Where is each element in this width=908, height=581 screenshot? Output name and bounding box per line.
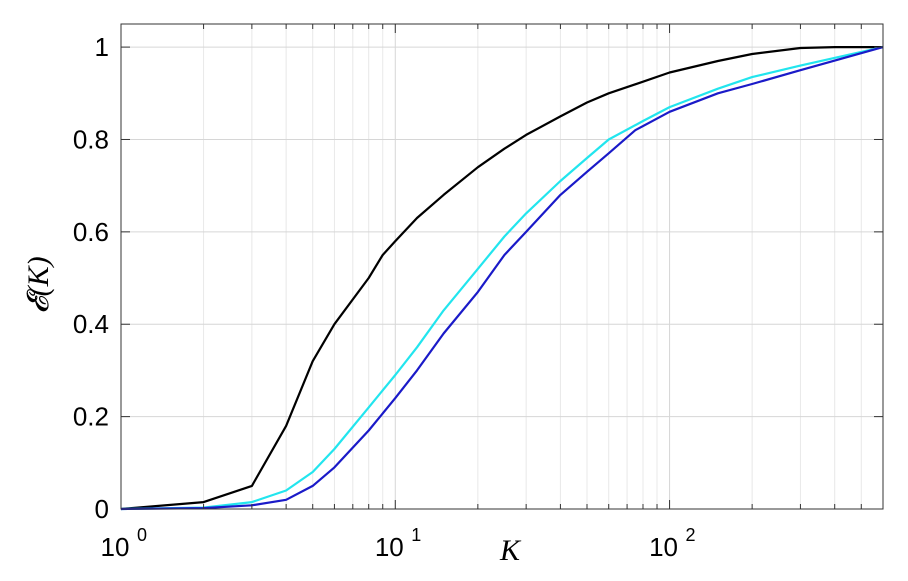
series-line-3: [120, 46, 884, 511]
y-tick-label: 1: [95, 32, 109, 62]
y-tick-label: 0.2: [73, 402, 109, 432]
axes-frame: [120, 23, 884, 510]
series-lines: [120, 46, 884, 511]
y-tick-label: 0.8: [73, 124, 109, 154]
x-tick-exponent: 1: [411, 525, 421, 545]
x-tick-exponent: 0: [137, 525, 147, 545]
plot-background: [121, 24, 883, 509]
x-tick-label: 10: [101, 532, 130, 562]
plot-frame: [120, 23, 884, 510]
x-tick-exponent: 2: [686, 525, 696, 545]
y-tick-label: 0.6: [73, 217, 109, 247]
series-line-2: [120, 46, 884, 511]
series-line-1: [120, 46, 883, 511]
x-tick-label: 10: [375, 532, 404, 562]
x-tick-label: 10: [649, 532, 678, 562]
x-axis-label: K: [499, 534, 522, 567]
y-axis-label: 𝓔(K): [22, 256, 55, 313]
y-tick-label: 0: [95, 494, 109, 524]
tick-labels: 0 0.2 0.4 0.6 0.8 1 10 0 10 1 10 2: [73, 32, 696, 562]
y-tick-label: 0.4: [73, 309, 109, 339]
